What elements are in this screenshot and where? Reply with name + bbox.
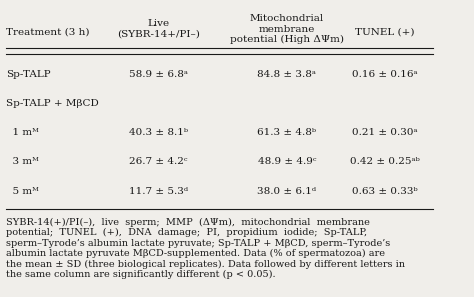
Text: 0.42 ± 0.25ᵃᵇ: 0.42 ± 0.25ᵃᵇ (350, 157, 420, 166)
Text: TUNEL (+): TUNEL (+) (355, 28, 415, 37)
Text: 11.7 ± 5.3ᵈ: 11.7 ± 5.3ᵈ (129, 187, 188, 196)
Text: Live
(SYBR-14+/PI–): Live (SYBR-14+/PI–) (117, 19, 200, 39)
Text: 5 mᴹ: 5 mᴹ (6, 187, 38, 196)
Text: 3 mᴹ: 3 mᴹ (6, 157, 38, 166)
Text: 0.63 ± 0.33ᵇ: 0.63 ± 0.33ᵇ (352, 187, 418, 196)
Text: 61.3 ± 4.8ᵇ: 61.3 ± 4.8ᵇ (257, 128, 317, 137)
Text: Sp-TALP + MβCD: Sp-TALP + MβCD (6, 99, 99, 108)
Text: 40.3 ± 8.1ᵇ: 40.3 ± 8.1ᵇ (129, 128, 188, 137)
Text: 38.0 ± 6.1ᵈ: 38.0 ± 6.1ᵈ (257, 187, 317, 196)
Text: SYBR-14(+)/PI(–),  live  sperm;  MMP  (ΔΨm),  mitochondrial  membrane
potential;: SYBR-14(+)/PI(–), live sperm; MMP (ΔΨm),… (6, 217, 405, 279)
Text: Mitochondrial
membrane
potential (High ΔΨm): Mitochondrial membrane potential (High Δ… (230, 14, 344, 44)
Text: 84.8 ± 3.8ᵃ: 84.8 ± 3.8ᵃ (257, 70, 317, 79)
Text: 26.7 ± 4.2ᶜ: 26.7 ± 4.2ᶜ (129, 157, 188, 166)
Text: 1 mᴹ: 1 mᴹ (6, 128, 38, 137)
Text: Treatment (3 h): Treatment (3 h) (6, 28, 89, 37)
Text: 0.21 ± 0.30ᵃ: 0.21 ± 0.30ᵃ (352, 128, 418, 137)
Text: Sp-TALP: Sp-TALP (6, 70, 50, 79)
Text: 58.9 ± 6.8ᵃ: 58.9 ± 6.8ᵃ (129, 70, 188, 79)
Text: 48.9 ± 4.9ᶜ: 48.9 ± 4.9ᶜ (258, 157, 316, 166)
Text: 0.16 ± 0.16ᵃ: 0.16 ± 0.16ᵃ (352, 70, 418, 79)
